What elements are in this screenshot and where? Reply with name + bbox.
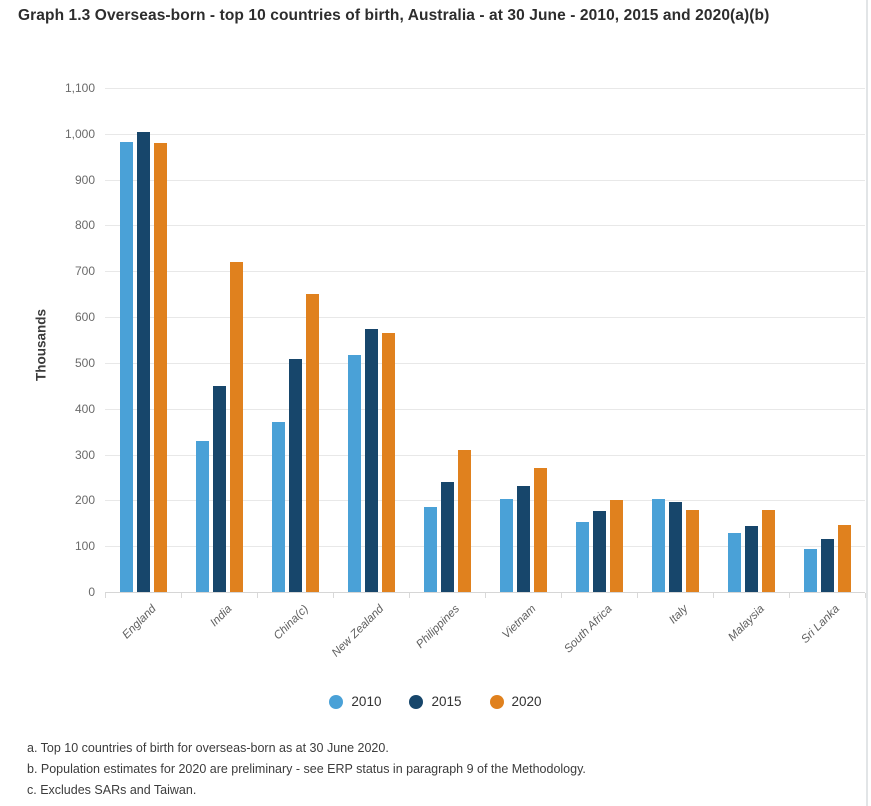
legend-marker-2020-icon — [489, 694, 504, 709]
bar-2015-italy — [669, 502, 682, 592]
content-right-border — [866, 0, 868, 806]
bar-2015-sri-lanka — [821, 539, 834, 592]
bar-2015-england — [137, 132, 150, 592]
gridline — [105, 363, 865, 364]
bar-2015-vietnam — [517, 486, 530, 592]
legend-label-2020: 2020 — [511, 694, 542, 709]
x-category-label-china-c: China(c) — [271, 603, 311, 643]
bar-2015-philippines — [441, 482, 454, 592]
bar-2020-italy — [686, 510, 699, 592]
gridline — [105, 317, 865, 318]
x-category-label-india: India — [208, 603, 235, 630]
legend-item-2020: 2020 — [489, 694, 542, 709]
gridline — [105, 409, 865, 410]
chart-legend: 2010 2015 2020 — [0, 694, 871, 709]
x-tick-mark — [789, 593, 790, 598]
bar-2010-philippines — [424, 507, 437, 592]
y-tick-label: 1,100 — [64, 81, 95, 95]
legend-marker-2010-icon — [329, 694, 344, 709]
bar-2010-india — [196, 441, 209, 592]
bar-2020-philippines — [458, 450, 471, 592]
bar-2020-new-zealand — [382, 333, 395, 592]
bar-2020-india — [230, 262, 243, 592]
footnotes: a. Top 10 countries of birth for oversea… — [27, 738, 586, 801]
gridline — [105, 500, 865, 501]
x-tick-mark — [409, 593, 410, 598]
x-category-label-italy: Italy — [667, 603, 691, 627]
y-tick-label: 100 — [74, 539, 95, 553]
x-tick-mark — [105, 593, 106, 598]
y-tick-label: 800 — [74, 218, 95, 232]
bar-2010-malaysia — [728, 533, 741, 592]
legend-label-2010: 2010 — [351, 694, 382, 709]
gridline — [105, 225, 865, 226]
x-category-label-new-zealand: New Zealand — [330, 603, 387, 660]
footnote-c: c. Excludes SARs and Taiwan. — [27, 783, 197, 797]
x-tick-mark — [561, 593, 562, 598]
bar-2020-china-c — [306, 294, 319, 592]
bar-2015-new-zealand — [365, 329, 378, 592]
bar-2010-china-c — [272, 422, 285, 592]
x-tick-mark — [713, 593, 714, 598]
gridline — [105, 180, 865, 181]
bar-2020-england — [154, 143, 167, 592]
bar-2010-italy — [652, 499, 665, 592]
x-category-label-philippines: Philippines — [414, 603, 463, 651]
x-category-label-sri-lanka: Sri Lanka — [799, 603, 843, 646]
y-tick-label: 300 — [74, 448, 95, 462]
footnote-a: a. Top 10 countries of birth for oversea… — [27, 741, 389, 755]
x-tick-mark — [485, 593, 486, 598]
y-tick-label: 0 — [88, 585, 95, 599]
y-tick-label: 200 — [74, 493, 95, 507]
gridline — [105, 134, 865, 135]
chart-title: Graph 1.3 Overseas-born - top 10 countri… — [18, 7, 770, 24]
x-tick-mark — [333, 593, 334, 598]
bar-2020-malaysia — [762, 510, 775, 592]
x-category-label-vietnam: Vietnam — [500, 603, 539, 642]
legend-item-2015: 2015 — [409, 694, 462, 709]
bar-2020-sri-lanka — [838, 525, 851, 592]
x-tick-mark — [637, 593, 638, 598]
y-tick-label: 400 — [74, 402, 95, 416]
bar-2015-india — [213, 386, 226, 592]
bar-2010-south-africa — [576, 522, 589, 592]
gridline — [105, 271, 865, 272]
footnote-b: b. Population estimates for 2020 are pre… — [27, 762, 586, 776]
gridline — [105, 546, 865, 547]
x-category-label-england: England — [120, 603, 159, 642]
bar-2015-south-africa — [593, 511, 606, 592]
bar-2010-new-zealand — [348, 355, 361, 592]
x-tick-mark — [865, 593, 866, 598]
legend-item-2010: 2010 — [329, 694, 381, 709]
x-category-label-malaysia: Malaysia — [725, 603, 767, 644]
y-tick-label: 700 — [74, 264, 95, 278]
x-axis-line — [105, 592, 865, 593]
y-tick-label: 600 — [74, 310, 95, 324]
x-tick-mark — [181, 593, 182, 598]
gridline — [105, 88, 865, 89]
bar-2020-south-africa — [610, 500, 623, 592]
bar-2010-england — [120, 142, 133, 592]
x-tick-mark — [257, 593, 258, 598]
bar-2020-vietnam — [534, 468, 547, 592]
y-tick-label: 500 — [74, 356, 95, 370]
legend-label-2015: 2015 — [431, 694, 462, 709]
y-tick-label: 900 — [74, 173, 95, 187]
gridline — [105, 455, 865, 456]
bar-2015-malaysia — [745, 526, 758, 592]
bar-2015-china-c — [289, 359, 302, 592]
bar-2010-vietnam — [500, 499, 513, 592]
legend-marker-2015-icon — [409, 694, 424, 709]
x-category-label-south-africa: South Africa — [562, 603, 615, 656]
bar-2010-sri-lanka — [804, 549, 817, 592]
y-tick-label: 1,000 — [64, 127, 95, 141]
